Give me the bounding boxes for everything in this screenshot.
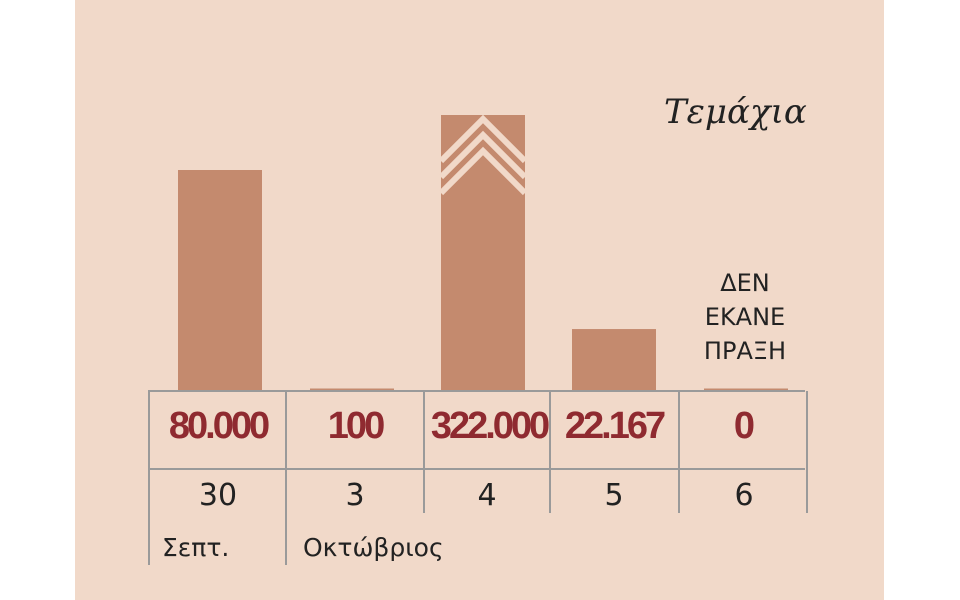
- x-tick-label: 30: [198, 478, 238, 513]
- unit-label: Τεμάχια: [664, 92, 807, 132]
- annotation-no-trade: ΔΕΝ ΕΚΑΝΕ ΠΡΑΞΗ: [680, 266, 810, 368]
- axis-break-chevron: [438, 130, 528, 180]
- annotation-line: ΕΚΑΝΕ: [704, 303, 786, 331]
- value-label: 0: [733, 405, 755, 447]
- axis-break-chevron: [438, 114, 528, 164]
- value-label: 80.000: [168, 405, 270, 447]
- x-tick-label: 4: [477, 478, 497, 513]
- bar: [310, 388, 394, 390]
- bar: [178, 170, 262, 390]
- value-label: 100: [327, 405, 385, 447]
- bar: [441, 115, 525, 390]
- x-tick-label: 3: [345, 478, 365, 513]
- axis-break-chevron: [438, 146, 528, 196]
- annotation-line: ΔΕΝ: [720, 269, 770, 297]
- x-tick-label: 6: [734, 478, 754, 513]
- x-tick-label: 5: [604, 478, 624, 513]
- bar: [572, 329, 656, 390]
- value-label: 322.000: [430, 405, 550, 447]
- bar: [704, 388, 788, 390]
- annotation-line: ΠΡΑΞΗ: [703, 337, 787, 365]
- month-label-september: Σεπτ.: [162, 533, 230, 562]
- month-label-october: Οκτώβριος: [303, 533, 444, 562]
- value-label: 22.167: [564, 405, 666, 447]
